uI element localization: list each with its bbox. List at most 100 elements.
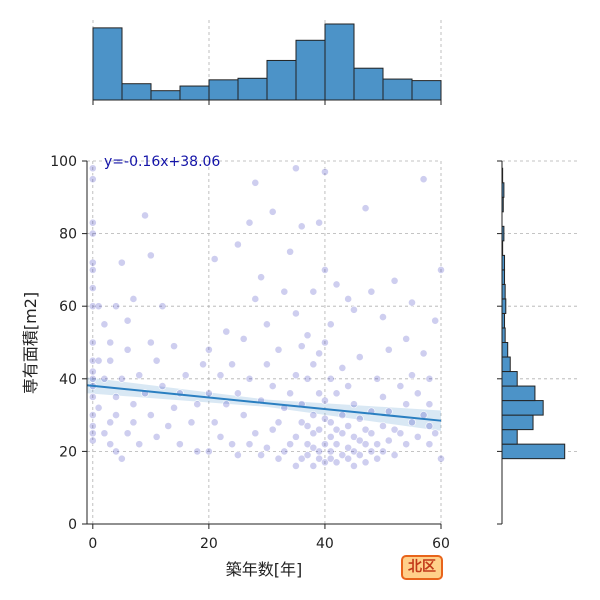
data-point	[129, 418, 138, 427]
data-point	[367, 447, 376, 456]
data-point	[361, 425, 370, 434]
data-point	[263, 360, 271, 369]
data-point	[408, 418, 416, 427]
data-point	[106, 356, 115, 365]
data-point	[303, 451, 312, 459]
data-point	[146, 338, 155, 347]
data-point	[321, 338, 329, 347]
data-point	[367, 287, 376, 296]
data-point	[292, 309, 300, 318]
data-point	[361, 458, 370, 467]
data-point	[321, 167, 329, 176]
data-point	[367, 429, 376, 438]
data-point	[222, 400, 231, 409]
data-point	[431, 429, 440, 438]
data-point	[315, 389, 324, 398]
scatter-points	[88, 164, 445, 470]
confidence-band-area	[87, 377, 441, 431]
data-point	[332, 389, 341, 398]
data-point	[135, 440, 144, 449]
data-point	[297, 418, 306, 427]
y-axis-label: 専有面積[m2]	[21, 292, 40, 394]
data-point	[396, 382, 405, 390]
data-point	[321, 458, 329, 467]
data-point	[419, 349, 428, 358]
top-hist-bar	[266, 59, 297, 101]
data-point	[326, 320, 335, 329]
data-point	[263, 443, 271, 452]
data-point	[193, 447, 202, 456]
data-point	[88, 175, 97, 184]
data-point	[379, 422, 387, 430]
data-point	[361, 440, 370, 449]
data-point	[204, 447, 213, 456]
data-point	[355, 451, 364, 459]
data-point	[88, 367, 97, 376]
data-point	[175, 440, 184, 449]
data-point	[437, 454, 445, 463]
top-hist-bar	[150, 90, 181, 101]
data-point	[257, 451, 265, 459]
top-hist-bar	[237, 77, 268, 101]
data-point	[292, 462, 300, 470]
data-point	[204, 389, 213, 398]
data-point	[355, 414, 364, 423]
data-point	[292, 371, 300, 380]
data-point	[309, 462, 318, 470]
data-point	[251, 429, 260, 438]
data-point	[94, 356, 103, 365]
data-point	[88, 284, 97, 292]
data-point	[158, 382, 167, 390]
data-point	[355, 436, 364, 445]
data-point	[199, 360, 207, 369]
data-point	[292, 164, 300, 173]
main-axes: 0 20 40 60 0 20 40 60 80 100	[50, 154, 450, 552]
data-point	[94, 403, 103, 412]
main-grid	[87, 160, 442, 525]
data-point	[239, 411, 248, 419]
data-point	[210, 418, 219, 427]
data-point	[280, 287, 289, 296]
data-point	[350, 432, 358, 441]
data-point	[88, 302, 97, 311]
top-histogram	[92, 20, 442, 105]
data-point	[88, 411, 97, 419]
data-point	[88, 258, 97, 267]
data-point	[286, 440, 295, 449]
data-point	[326, 447, 335, 456]
data-point	[292, 432, 300, 441]
data-point	[112, 302, 120, 311]
data-point	[332, 458, 341, 467]
data-point	[390, 451, 399, 459]
data-point	[129, 400, 138, 409]
data-point	[425, 422, 434, 430]
top-hist-bar	[121, 83, 152, 101]
regression-equation: y=-0.16x+38.06	[104, 154, 220, 170]
regression-line-group	[86, 384, 442, 422]
data-point	[321, 265, 329, 274]
data-point	[216, 371, 225, 380]
data-point	[170, 342, 178, 351]
data-point	[332, 280, 341, 289]
data-point	[326, 374, 335, 383]
data-point	[309, 429, 318, 438]
y-tick-label: 100	[50, 154, 77, 170]
right-hist-bar	[501, 429, 518, 445]
data-point	[321, 396, 329, 405]
confidence-band	[87, 377, 441, 431]
data-point	[321, 440, 329, 449]
data-point	[112, 393, 120, 401]
right-hist-bar	[501, 371, 518, 387]
data-point	[88, 374, 97, 383]
data-point	[286, 389, 295, 398]
x-tick-label: 60	[432, 536, 450, 552]
data-point	[135, 371, 144, 380]
data-point	[413, 389, 422, 398]
data-point	[437, 265, 445, 274]
data-point	[228, 360, 236, 369]
data-point	[164, 422, 173, 430]
data-point	[315, 425, 324, 434]
data-point	[344, 295, 353, 303]
x-axis-label: 築年数[年]	[226, 560, 303, 579]
data-point	[112, 447, 120, 456]
